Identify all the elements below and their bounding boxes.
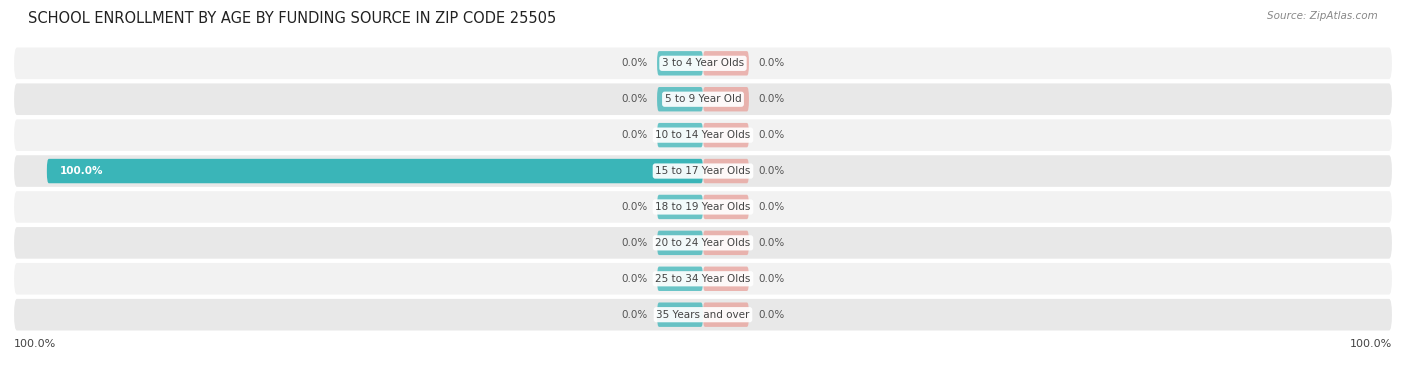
Text: 0.0%: 0.0% bbox=[621, 58, 647, 68]
Text: 0.0%: 0.0% bbox=[759, 238, 785, 248]
FancyBboxPatch shape bbox=[657, 266, 703, 291]
FancyBboxPatch shape bbox=[14, 119, 1392, 151]
Text: 0.0%: 0.0% bbox=[759, 310, 785, 320]
Text: 5 to 9 Year Old: 5 to 9 Year Old bbox=[665, 94, 741, 104]
Text: 3 to 4 Year Olds: 3 to 4 Year Olds bbox=[662, 58, 744, 68]
FancyBboxPatch shape bbox=[703, 195, 749, 219]
FancyBboxPatch shape bbox=[703, 231, 749, 255]
Text: 100.0%: 100.0% bbox=[60, 166, 104, 176]
FancyBboxPatch shape bbox=[703, 302, 749, 327]
FancyBboxPatch shape bbox=[703, 159, 749, 183]
Text: 100.0%: 100.0% bbox=[1350, 339, 1392, 349]
Text: 100.0%: 100.0% bbox=[14, 339, 56, 349]
Text: 0.0%: 0.0% bbox=[621, 310, 647, 320]
Text: 0.0%: 0.0% bbox=[759, 166, 785, 176]
Text: 0.0%: 0.0% bbox=[759, 202, 785, 212]
FancyBboxPatch shape bbox=[46, 159, 703, 183]
Text: SCHOOL ENROLLMENT BY AGE BY FUNDING SOURCE IN ZIP CODE 25505: SCHOOL ENROLLMENT BY AGE BY FUNDING SOUR… bbox=[28, 11, 557, 26]
Text: Source: ZipAtlas.com: Source: ZipAtlas.com bbox=[1267, 11, 1378, 21]
FancyBboxPatch shape bbox=[657, 302, 703, 327]
Text: 0.0%: 0.0% bbox=[621, 130, 647, 140]
Text: 0.0%: 0.0% bbox=[759, 94, 785, 104]
Text: 0.0%: 0.0% bbox=[621, 238, 647, 248]
FancyBboxPatch shape bbox=[14, 48, 1392, 79]
FancyBboxPatch shape bbox=[703, 123, 749, 147]
FancyBboxPatch shape bbox=[657, 87, 703, 112]
FancyBboxPatch shape bbox=[657, 123, 703, 147]
FancyBboxPatch shape bbox=[14, 155, 1392, 187]
Text: 0.0%: 0.0% bbox=[621, 202, 647, 212]
Text: 0.0%: 0.0% bbox=[621, 274, 647, 284]
FancyBboxPatch shape bbox=[14, 263, 1392, 294]
FancyBboxPatch shape bbox=[14, 191, 1392, 223]
Text: 0.0%: 0.0% bbox=[759, 58, 785, 68]
Text: 20 to 24 Year Olds: 20 to 24 Year Olds bbox=[655, 238, 751, 248]
Text: 18 to 19 Year Olds: 18 to 19 Year Olds bbox=[655, 202, 751, 212]
Text: 0.0%: 0.0% bbox=[759, 274, 785, 284]
Text: 15 to 17 Year Olds: 15 to 17 Year Olds bbox=[655, 166, 751, 176]
FancyBboxPatch shape bbox=[14, 299, 1392, 330]
Text: 10 to 14 Year Olds: 10 to 14 Year Olds bbox=[655, 130, 751, 140]
Text: 35 Years and over: 35 Years and over bbox=[657, 310, 749, 320]
FancyBboxPatch shape bbox=[657, 51, 703, 76]
FancyBboxPatch shape bbox=[657, 231, 703, 255]
FancyBboxPatch shape bbox=[703, 266, 749, 291]
Text: 0.0%: 0.0% bbox=[621, 94, 647, 104]
FancyBboxPatch shape bbox=[703, 87, 749, 112]
Text: 0.0%: 0.0% bbox=[759, 130, 785, 140]
FancyBboxPatch shape bbox=[14, 227, 1392, 259]
Text: 25 to 34 Year Olds: 25 to 34 Year Olds bbox=[655, 274, 751, 284]
FancyBboxPatch shape bbox=[14, 84, 1392, 115]
FancyBboxPatch shape bbox=[703, 51, 749, 76]
FancyBboxPatch shape bbox=[657, 195, 703, 219]
